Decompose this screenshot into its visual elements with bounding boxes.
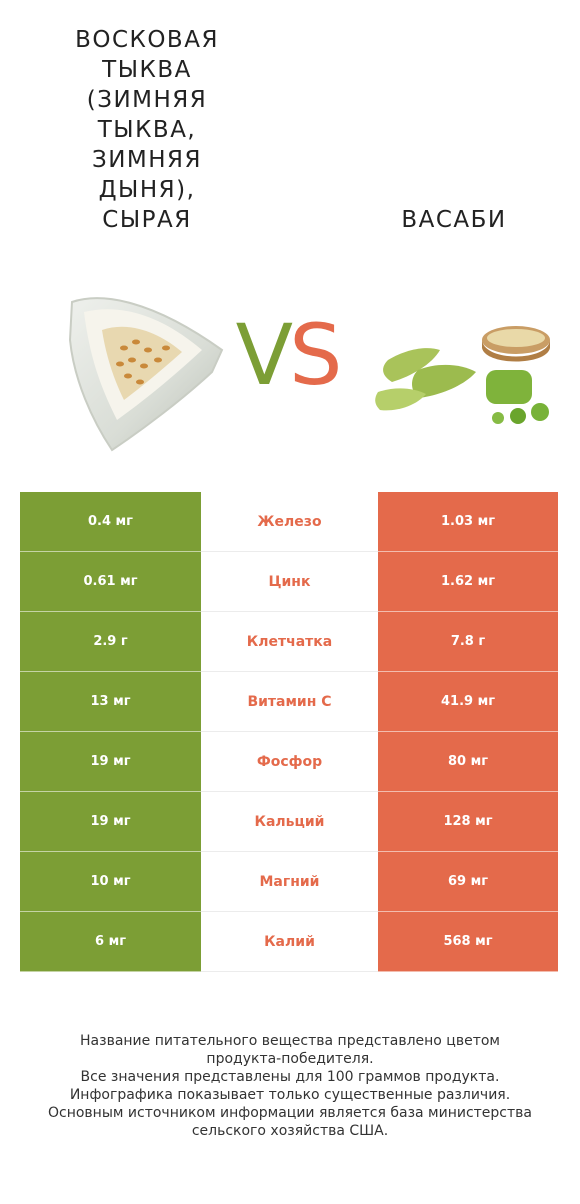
right-value-cell: 568 мг xyxy=(378,912,558,972)
vs-label: VS xyxy=(222,310,352,400)
table-row: 13 мг Витамин C 41.9 мг xyxy=(20,672,558,732)
nutrient-name-cell: Витамин C xyxy=(201,672,378,732)
left-value-cell: 6 мг xyxy=(20,912,201,972)
table-row: 0.4 мг Железо 1.03 мг xyxy=(20,492,558,552)
right-value-cell: 80 мг xyxy=(378,732,558,792)
footer-line: Инфографика показывает только существенн… xyxy=(69,1087,511,1103)
left-value-cell: 2.9 г xyxy=(20,612,201,672)
footer-line: Основным источником информации является … xyxy=(48,1105,532,1121)
table-row: 10 мг Магний 69 мг xyxy=(20,852,558,912)
nutrient-name-cell: Железо xyxy=(201,492,378,552)
left-value-cell: 19 мг xyxy=(20,732,201,792)
left-value-cell: 10 мг xyxy=(20,852,201,912)
vs-s: S xyxy=(289,306,342,404)
nutrient-name-cell: Фосфор xyxy=(201,732,378,792)
vs-v: V xyxy=(235,306,294,404)
footer-line: продукта-победителя. xyxy=(206,1051,374,1067)
table-row: 6 мг Калий 568 мг xyxy=(20,912,558,972)
right-value-cell: 128 мг xyxy=(378,792,558,852)
nutrient-name-cell: Магний xyxy=(201,852,378,912)
table-row: 19 мг Фосфор 80 мг xyxy=(20,732,558,792)
left-value-cell: 0.61 мг xyxy=(20,552,201,612)
left-value-cell: 0.4 мг xyxy=(20,492,201,552)
footer-line: Название питательного вещества представл… xyxy=(80,1033,500,1049)
right-value-cell: 1.62 мг xyxy=(378,552,558,612)
table-row: 0.61 мг Цинк 1.62 мг xyxy=(20,552,558,612)
footer-notes: Название питательного вещества представл… xyxy=(20,1032,560,1140)
wax-gourd-image xyxy=(68,297,224,452)
table-row: 19 мг Кальций 128 мг xyxy=(20,792,558,852)
hero-images: VS xyxy=(0,270,580,460)
nutrient-comparison-table: 0.4 мг Железо 1.03 мг 0.61 мг Цинк 1.62 мг 2.9… xyxy=(20,492,558,972)
footer-line: Все значения представлены для 100 граммо… xyxy=(80,1069,500,1085)
footer-line: сельского хозяйства США. xyxy=(191,1123,389,1139)
left-product-title: ВОСКОВАЯ ТЫКВА (ЗИМНЯЯ ТЫКВА, ЗИМНЯЯ ДЫН… xyxy=(75,27,219,233)
right-value-cell: 41.9 мг xyxy=(378,672,558,732)
right-value-cell: 7.8 г xyxy=(378,612,558,672)
nutrient-name-cell: Кальций xyxy=(201,792,378,852)
titles-area: ВОСКОВАЯ ТЫКВА (ЗИМНЯЯ ТЫКВА, ЗИМНЯЯ ДЫН… xyxy=(0,0,580,240)
table-row: 2.9 г Клетчатка 7.8 г xyxy=(20,612,558,672)
nutrient-name-cell: Цинк xyxy=(201,552,378,612)
right-value-cell: 1.03 мг xyxy=(378,492,558,552)
left-value-cell: 19 мг xyxy=(20,792,201,852)
right-value-cell: 69 мг xyxy=(378,852,558,912)
nutrient-name-cell: Калий xyxy=(201,912,378,972)
left-value-cell: 13 мг xyxy=(20,672,201,732)
wasabi-image xyxy=(375,326,550,424)
nutrient-name-cell: Клетчатка xyxy=(201,612,378,672)
right-product-title: ВАСАБИ xyxy=(401,207,507,233)
